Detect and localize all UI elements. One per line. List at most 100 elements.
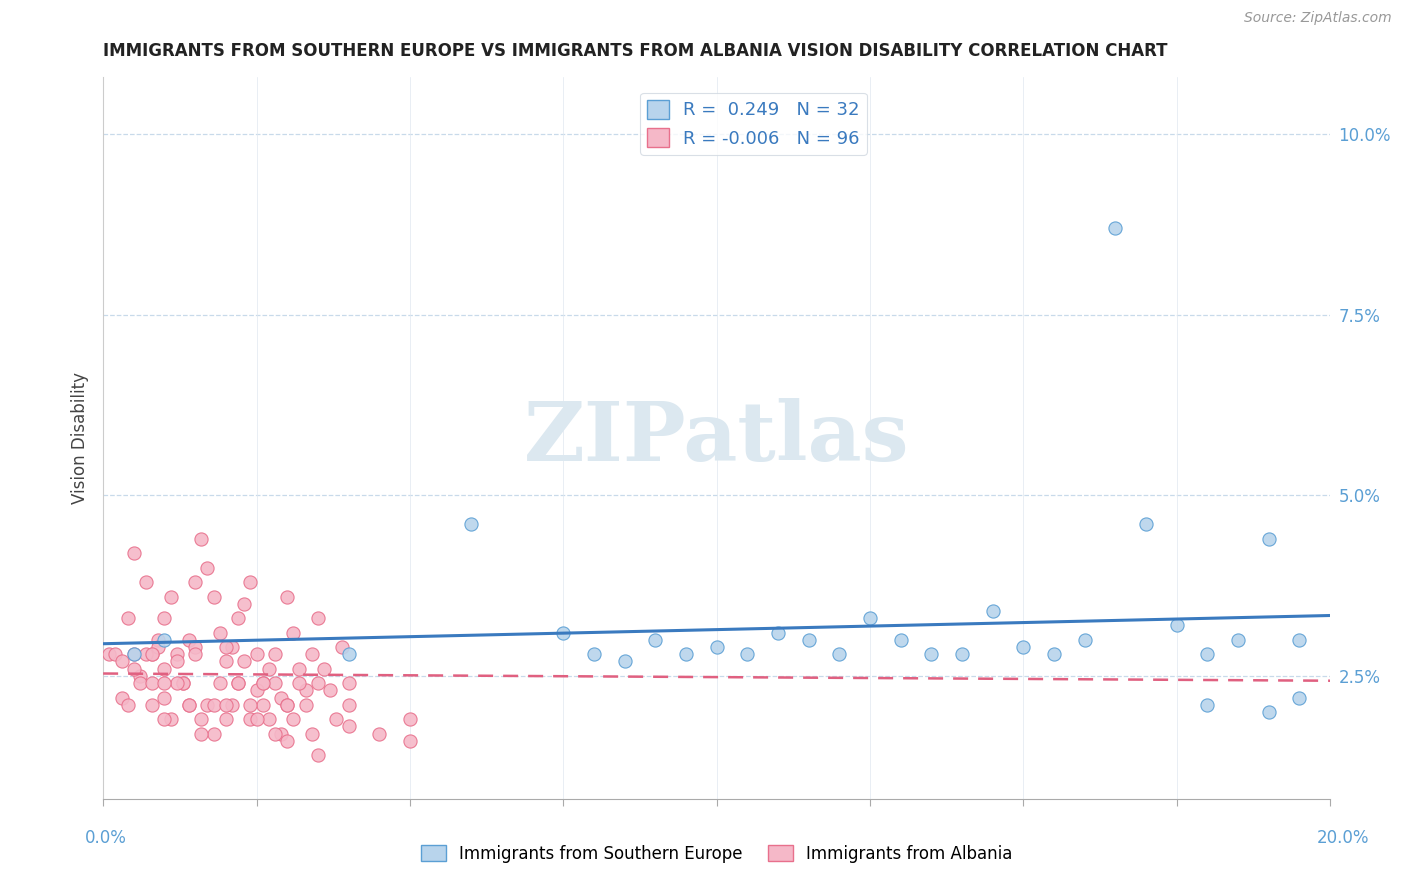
- Point: [177, 632, 200, 647]
- Point: [245, 683, 267, 698]
- Point: [706, 640, 728, 654]
- Point: [1043, 647, 1066, 661]
- Point: [301, 647, 323, 661]
- Point: [337, 698, 360, 712]
- Point: [141, 647, 163, 661]
- Point: [166, 655, 188, 669]
- Point: [252, 676, 274, 690]
- Point: [307, 676, 329, 690]
- Point: [981, 604, 1004, 618]
- Point: [177, 698, 200, 712]
- Point: [172, 676, 194, 690]
- Point: [264, 647, 287, 661]
- Text: 0.0%: 0.0%: [84, 829, 127, 847]
- Point: [141, 698, 163, 712]
- Point: [129, 669, 152, 683]
- Point: [1135, 517, 1157, 532]
- Point: [159, 590, 181, 604]
- Point: [276, 698, 298, 712]
- Point: [252, 676, 274, 690]
- Point: [950, 647, 973, 661]
- Point: [184, 647, 207, 661]
- Point: [197, 698, 219, 712]
- Point: [797, 632, 820, 647]
- Point: [737, 647, 759, 661]
- Point: [257, 712, 280, 726]
- Point: [215, 640, 238, 654]
- Point: [98, 647, 121, 661]
- Point: [184, 575, 207, 590]
- Point: [129, 676, 152, 690]
- Point: [166, 647, 188, 661]
- Text: Source: ZipAtlas.com: Source: ZipAtlas.com: [1244, 12, 1392, 25]
- Point: [264, 676, 287, 690]
- Point: [276, 698, 298, 712]
- Point: [460, 517, 482, 532]
- Point: [288, 676, 311, 690]
- Point: [166, 676, 188, 690]
- Point: [1166, 618, 1188, 632]
- Point: [337, 676, 360, 690]
- Point: [226, 611, 249, 625]
- Point: [644, 632, 666, 647]
- Point: [283, 712, 305, 726]
- Point: [104, 647, 127, 661]
- Point: [135, 647, 157, 661]
- Text: ZIPatlas: ZIPatlas: [524, 398, 910, 477]
- Point: [117, 698, 139, 712]
- Point: [208, 676, 231, 690]
- Point: [264, 727, 287, 741]
- Point: [270, 727, 292, 741]
- Point: [1288, 690, 1310, 705]
- Point: [215, 712, 238, 726]
- Point: [252, 698, 274, 712]
- Point: [325, 712, 347, 726]
- Text: IMMIGRANTS FROM SOUTHERN EUROPE VS IMMIGRANTS FROM ALBANIA VISION DISABILITY COR: IMMIGRANTS FROM SOUTHERN EUROPE VS IMMIG…: [103, 42, 1167, 60]
- Point: [239, 712, 262, 726]
- Point: [226, 676, 249, 690]
- Legend: R =  0.249   N = 32, R = -0.006   N = 96: R = 0.249 N = 32, R = -0.006 N = 96: [640, 93, 868, 155]
- Point: [307, 748, 329, 763]
- Point: [153, 632, 176, 647]
- Point: [141, 676, 163, 690]
- Point: [270, 690, 292, 705]
- Point: [1197, 647, 1219, 661]
- Point: [1257, 532, 1279, 546]
- Point: [221, 698, 243, 712]
- Point: [1104, 221, 1126, 235]
- Point: [257, 662, 280, 676]
- Point: [920, 647, 942, 661]
- Point: [890, 632, 912, 647]
- Point: [215, 655, 238, 669]
- Point: [332, 640, 354, 654]
- Point: [1227, 632, 1250, 647]
- Point: [1288, 632, 1310, 647]
- Point: [153, 611, 176, 625]
- Point: [288, 662, 311, 676]
- Point: [399, 712, 422, 726]
- Point: [312, 662, 335, 676]
- Point: [283, 625, 305, 640]
- Point: [226, 676, 249, 690]
- Point: [1074, 632, 1097, 647]
- Point: [239, 575, 262, 590]
- Point: [245, 647, 267, 661]
- Point: [294, 698, 316, 712]
- Point: [153, 676, 176, 690]
- Point: [239, 698, 262, 712]
- Point: [190, 532, 212, 546]
- Point: [153, 712, 176, 726]
- Point: [221, 640, 243, 654]
- Point: [233, 597, 256, 611]
- Point: [122, 647, 145, 661]
- Point: [197, 560, 219, 574]
- Point: [122, 546, 145, 560]
- Y-axis label: Vision Disability: Vision Disability: [72, 372, 89, 504]
- Text: 20.0%: 20.0%: [1316, 829, 1369, 847]
- Point: [368, 727, 391, 741]
- Point: [202, 727, 225, 741]
- Point: [177, 698, 200, 712]
- Point: [153, 662, 176, 676]
- Point: [122, 647, 145, 661]
- Point: [190, 712, 212, 726]
